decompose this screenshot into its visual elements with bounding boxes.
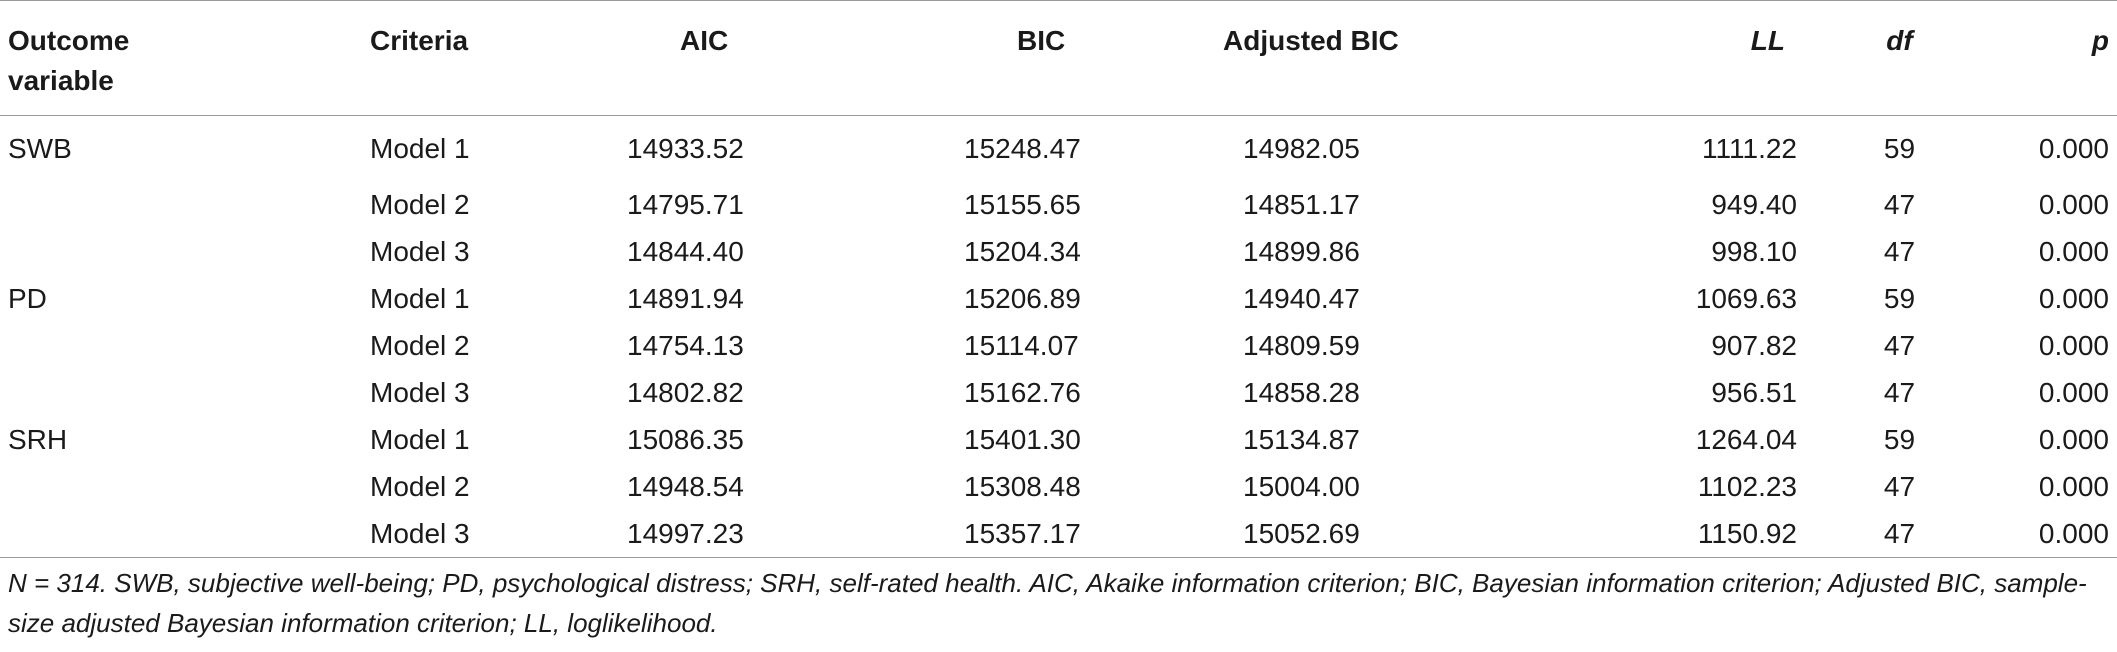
table-row: PD Model 1 14891.94 15206.89 14940.47 1069.63… bbox=[0, 275, 2117, 322]
table-body: SWB Model 1 14933.52 15248.47 14982.05 1111.2… bbox=[0, 116, 2117, 558]
cell-bic: 15357.17 bbox=[878, 510, 1151, 558]
cell-criteria: Model 3 bbox=[370, 236, 470, 267]
header-ll: LL bbox=[1750, 25, 1785, 56]
cell-outcome bbox=[0, 322, 362, 369]
cell-aic: 15086.35 bbox=[627, 424, 744, 455]
cell-df: 59 bbox=[1883, 133, 1916, 164]
cell-p: 0.000 bbox=[2038, 330, 2109, 361]
header-outcome-line1: Outcome bbox=[8, 25, 130, 56]
cell-outcome bbox=[0, 369, 362, 416]
cell-bic: 15204.34 bbox=[964, 236, 1081, 267]
cell-adjusted-bic: 15004.00 bbox=[1243, 471, 1360, 502]
cell-ll: 1069.63 bbox=[1695, 283, 1797, 314]
cell-p: 0.000 bbox=[2038, 471, 2109, 502]
cell-adjusted-bic: 15052.69 bbox=[1151, 510, 1517, 558]
cell-aic: 14844.40 bbox=[627, 236, 744, 267]
header-row: Outcome variable Criteria AIC BIC Adjuste… bbox=[0, 0, 2117, 116]
header-df: df bbox=[1886, 25, 1913, 56]
table-row: Model 2 14754.13 15114.07 14809.59 907.82 47 0… bbox=[0, 322, 2117, 369]
cell-df: 47 bbox=[1883, 471, 1916, 502]
cell-bic: 15206.89 bbox=[964, 283, 1081, 314]
cell-ll: 956.51 bbox=[1711, 377, 1797, 408]
table-row: SWB Model 1 14933.52 15248.47 14982.05 1111.2… bbox=[0, 116, 2117, 182]
cell-p: 0.000 bbox=[2038, 236, 2109, 267]
cell-bic: 15162.76 bbox=[964, 377, 1081, 408]
cell-df: 47 bbox=[1817, 510, 1982, 558]
cell-criteria: Model 1 bbox=[370, 424, 470, 455]
header-p: p bbox=[2091, 25, 2109, 56]
cell-criteria: Model 1 bbox=[370, 133, 470, 164]
cell-adjusted-bic: 14940.47 bbox=[1243, 283, 1360, 314]
cell-p: 0.000 bbox=[2038, 377, 2109, 408]
cell-bic: 15114.07 bbox=[964, 330, 1079, 361]
header-outcome-variable: Outcome variable bbox=[0, 1, 362, 116]
table-row: Model 2 14795.71 15155.65 14851.17 949.40 47 0… bbox=[0, 181, 2117, 228]
cell-outcome bbox=[0, 228, 362, 275]
cell-p: 0.000 bbox=[2038, 189, 2109, 220]
header-criteria: Criteria bbox=[370, 25, 469, 56]
cell-df: 47 bbox=[1883, 236, 1916, 267]
cell-bic: 15308.48 bbox=[964, 471, 1081, 502]
cell-outcome: SWB bbox=[8, 133, 72, 164]
cell-adjusted-bic: 14858.28 bbox=[1243, 377, 1360, 408]
cell-p: 0.000 bbox=[2038, 283, 2109, 314]
cell-aic: 14997.23 bbox=[595, 510, 878, 558]
cell-df: 47 bbox=[1883, 189, 1916, 220]
table-footnote: N = 314. SWB, subjective well-being; PD,… bbox=[8, 568, 2087, 638]
cell-ll: 949.40 bbox=[1711, 189, 1797, 220]
header-bic: BIC bbox=[1017, 25, 1066, 56]
table-row: Model 3 14997.23 15357.17 15052.69 1150.92 47… bbox=[0, 510, 2117, 558]
cell-criteria: Model 2 bbox=[370, 330, 470, 361]
cell-outcome bbox=[0, 510, 362, 558]
cell-ll: 907.82 bbox=[1711, 330, 1797, 361]
table-row: Model 3 14802.82 15162.76 14858.28 956.51 47 0… bbox=[0, 369, 2117, 416]
cell-outcome bbox=[0, 463, 362, 510]
cell-criteria: Model 1 bbox=[370, 283, 470, 314]
cell-outcome bbox=[0, 181, 362, 228]
header-adjusted-bic: Adjusted BIC bbox=[1223, 25, 1399, 56]
cell-df: 59 bbox=[1883, 424, 1916, 455]
table-header: Outcome variable Criteria AIC BIC Adjuste… bbox=[0, 0, 2117, 116]
cell-criteria: Model 3 bbox=[370, 377, 470, 408]
cell-df: 47 bbox=[1883, 377, 1916, 408]
cell-criteria: Model 2 bbox=[370, 189, 470, 220]
cell-bic: 15155.65 bbox=[964, 189, 1081, 220]
cell-df: 47 bbox=[1883, 330, 1916, 361]
cell-df: 59 bbox=[1883, 283, 1916, 314]
cell-adjusted-bic: 14982.05 bbox=[1243, 133, 1360, 164]
cell-aic: 14891.94 bbox=[627, 283, 744, 314]
table-row: Model 2 14948.54 15308.48 15004.00 1102.23 47… bbox=[0, 463, 2117, 510]
cell-outcome: SRH bbox=[8, 424, 68, 455]
cell-criteria: Model 2 bbox=[370, 471, 470, 502]
model-fit-table-container: Outcome variable Criteria AIC BIC Adjuste… bbox=[0, 0, 2117, 558]
cell-adjusted-bic: 14851.17 bbox=[1243, 189, 1360, 220]
cell-bic: 15248.47 bbox=[964, 133, 1081, 164]
cell-aic: 14795.71 bbox=[627, 189, 744, 220]
cell-p: 0.000 bbox=[2038, 424, 2109, 455]
cell-ll: 1150.92 bbox=[1517, 510, 1817, 558]
header-outcome-line2: variable bbox=[8, 65, 114, 96]
cell-criteria: Model 3 bbox=[362, 510, 595, 558]
cell-aic: 14802.82 bbox=[627, 377, 744, 408]
cell-adjusted-bic: 15134.87 bbox=[1243, 424, 1360, 455]
cell-ll: 1264.04 bbox=[1695, 424, 1797, 455]
model-fit-table: Outcome variable Criteria AIC BIC Adjuste… bbox=[0, 0, 2117, 558]
cell-p: 0.000 bbox=[2038, 133, 2109, 164]
cell-aic: 14754.13 bbox=[627, 330, 744, 361]
cell-aic: 14933.52 bbox=[627, 133, 744, 164]
table-row: SRH Model 1 15086.35 15401.30 15134.87 1264.0… bbox=[0, 416, 2117, 463]
cell-aic: 14948.54 bbox=[627, 471, 744, 502]
header-aic: AIC bbox=[680, 25, 729, 56]
cell-ll: 1111.22 bbox=[1702, 133, 1797, 164]
cell-adjusted-bic: 14899.86 bbox=[1243, 236, 1360, 267]
cell-ll: 998.10 bbox=[1711, 236, 1797, 267]
cell-ll: 1102.23 bbox=[1697, 471, 1797, 502]
cell-adjusted-bic: 14809.59 bbox=[1243, 330, 1360, 361]
table-row: Model 3 14844.40 15204.34 14899.86 998.10 47 0… bbox=[0, 228, 2117, 275]
cell-bic: 15401.30 bbox=[964, 424, 1081, 455]
cell-outcome: PD bbox=[8, 283, 47, 314]
cell-p: 0.000 bbox=[1982, 510, 2117, 558]
